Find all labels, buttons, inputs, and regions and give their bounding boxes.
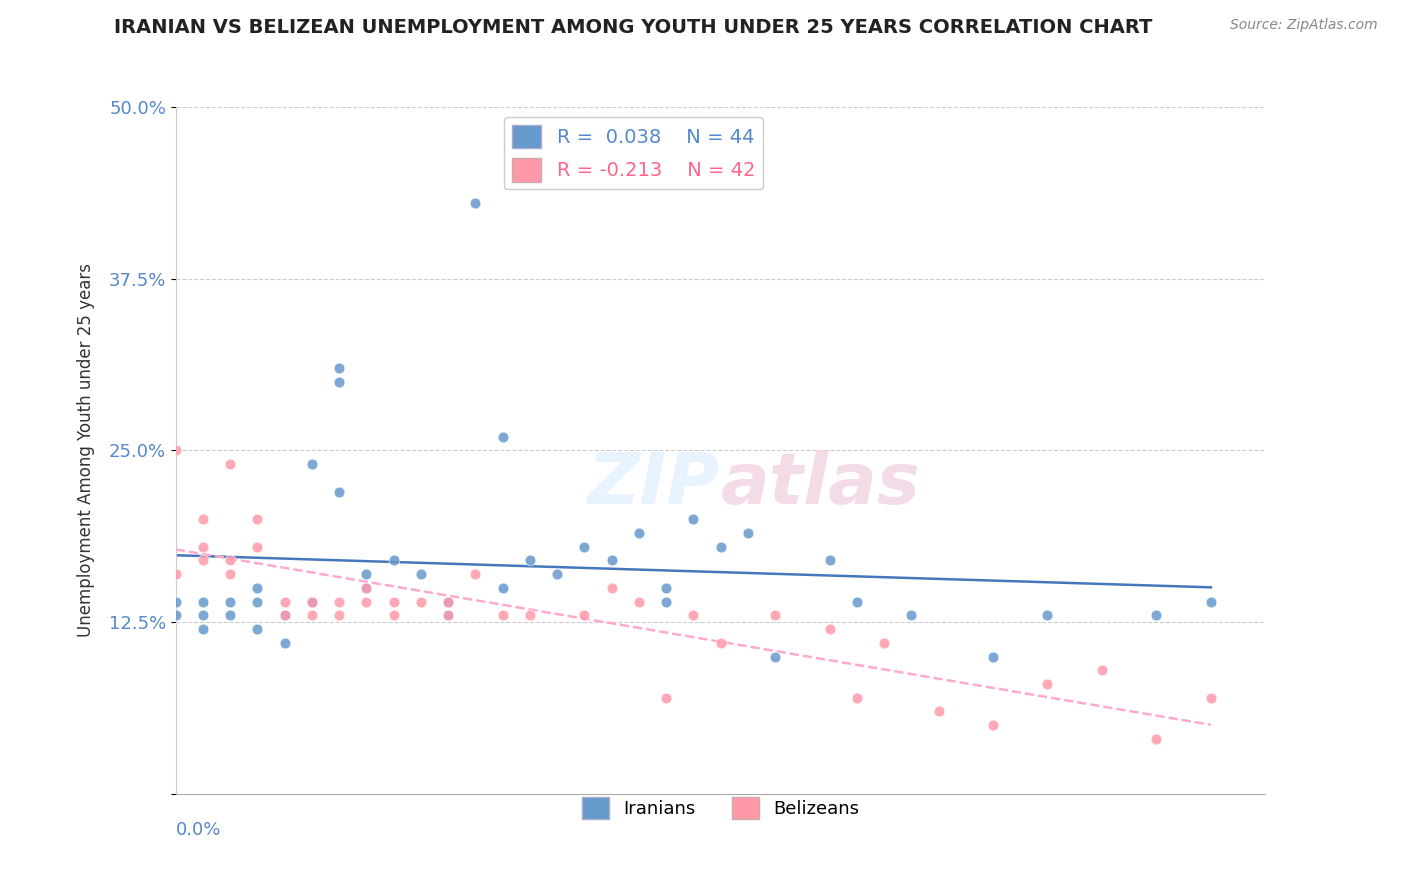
Point <box>737 525 759 540</box>
Point <box>382 553 405 567</box>
Point <box>1199 594 1222 608</box>
Point <box>1036 677 1059 691</box>
Point <box>682 512 704 526</box>
Point <box>409 567 432 582</box>
Point <box>356 567 378 582</box>
Point <box>328 361 350 376</box>
Point <box>165 608 187 623</box>
Point <box>274 636 297 650</box>
Point <box>301 608 323 623</box>
Point <box>655 594 678 608</box>
Point <box>409 594 432 608</box>
Point <box>328 375 350 389</box>
Text: ZIP: ZIP <box>588 450 721 519</box>
Point <box>1036 608 1059 623</box>
Point <box>464 567 486 582</box>
Point <box>873 636 896 650</box>
Point <box>274 594 297 608</box>
Point <box>682 608 704 623</box>
Point <box>191 540 214 554</box>
Point <box>600 581 623 595</box>
Legend: Iranians, Belizeans: Iranians, Belizeans <box>575 789 866 826</box>
Point <box>191 622 214 636</box>
Point <box>492 430 515 444</box>
Point <box>763 608 786 623</box>
Point <box>191 594 214 608</box>
Point <box>627 525 650 540</box>
Point <box>165 443 187 458</box>
Point <box>301 594 323 608</box>
Point <box>356 581 378 595</box>
Point <box>246 581 269 595</box>
Point <box>519 608 541 623</box>
Point <box>574 540 596 554</box>
Point <box>219 567 242 582</box>
Point <box>1091 663 1114 677</box>
Point <box>1199 690 1222 705</box>
Point <box>274 608 297 623</box>
Point <box>845 594 868 608</box>
Text: IRANIAN VS BELIZEAN UNEMPLOYMENT AMONG YOUTH UNDER 25 YEARS CORRELATION CHART: IRANIAN VS BELIZEAN UNEMPLOYMENT AMONG Y… <box>114 18 1152 37</box>
Point <box>600 553 623 567</box>
Point <box>437 594 460 608</box>
Point <box>219 608 242 623</box>
Point <box>437 608 460 623</box>
Point <box>301 594 323 608</box>
Point <box>165 567 187 582</box>
Point <box>492 581 515 595</box>
Point <box>382 594 405 608</box>
Point <box>818 553 841 567</box>
Point <box>191 608 214 623</box>
Point <box>165 594 187 608</box>
Point <box>219 457 242 471</box>
Point <box>246 540 269 554</box>
Point <box>981 649 1004 664</box>
Point <box>1144 608 1167 623</box>
Point <box>356 581 378 595</box>
Point <box>246 622 269 636</box>
Point <box>981 718 1004 732</box>
Point <box>191 512 214 526</box>
Point <box>464 196 486 211</box>
Point <box>763 649 786 664</box>
Point <box>328 484 350 499</box>
Point <box>900 608 922 623</box>
Point <box>356 594 378 608</box>
Point <box>627 594 650 608</box>
Point <box>519 553 541 567</box>
Point <box>437 608 460 623</box>
Point <box>655 690 678 705</box>
Point <box>437 594 460 608</box>
Point <box>274 608 297 623</box>
Point <box>328 594 350 608</box>
Point <box>328 608 350 623</box>
Point <box>710 636 733 650</box>
Point <box>382 608 405 623</box>
Text: atlas: atlas <box>721 450 921 519</box>
Point <box>845 690 868 705</box>
Point <box>574 608 596 623</box>
Point <box>655 581 678 595</box>
Point <box>219 594 242 608</box>
Point <box>246 512 269 526</box>
Point <box>301 457 323 471</box>
Text: 0.0%: 0.0% <box>176 822 221 839</box>
Point <box>928 705 950 719</box>
Y-axis label: Unemployment Among Youth under 25 years: Unemployment Among Youth under 25 years <box>77 263 94 638</box>
Point <box>492 608 515 623</box>
Point <box>1144 731 1167 746</box>
Text: Source: ZipAtlas.com: Source: ZipAtlas.com <box>1230 18 1378 32</box>
Point <box>246 594 269 608</box>
Point <box>191 553 214 567</box>
Point <box>710 540 733 554</box>
Point <box>219 553 242 567</box>
Point <box>546 567 568 582</box>
Point <box>818 622 841 636</box>
